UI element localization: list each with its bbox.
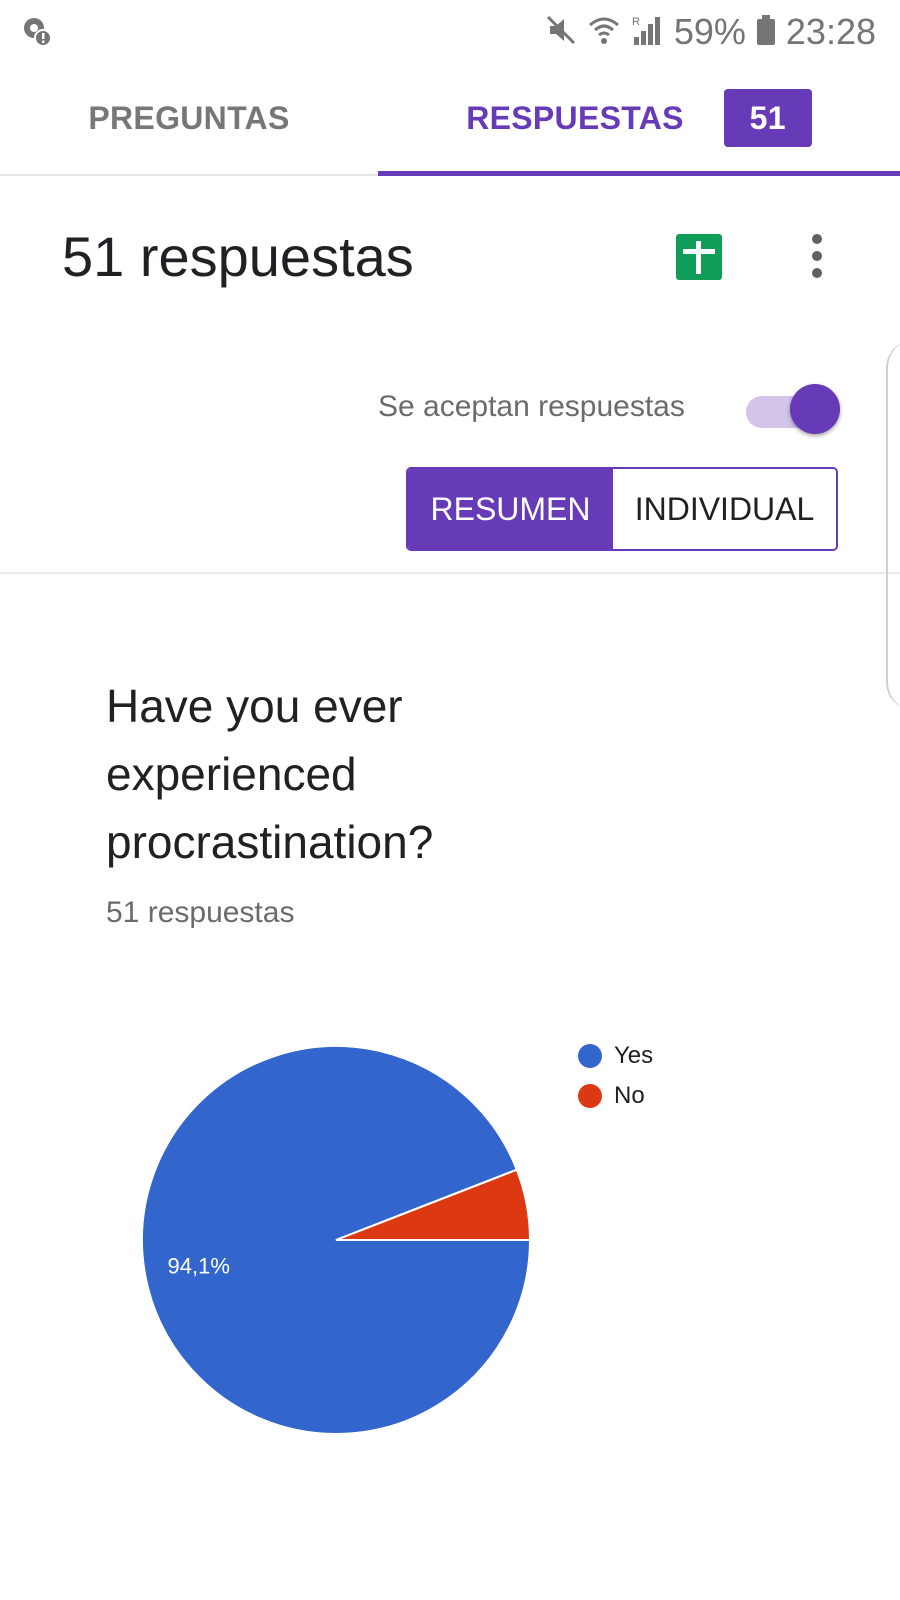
mute-icon bbox=[544, 13, 578, 52]
tab-respuestas-label: RESPUESTAS bbox=[466, 99, 684, 136]
accepting-responses-label: Se aceptan respuestas bbox=[378, 390, 685, 423]
battery-icon bbox=[756, 13, 776, 52]
svg-text:R: R bbox=[632, 16, 640, 28]
question-title: Have you ever experienced procrastinatio… bbox=[106, 680, 434, 868]
toggle-knob bbox=[790, 384, 840, 434]
tab-preguntas-label: PREGUNTAS bbox=[88, 99, 290, 136]
view-segmented-control: RESUMEN INDIVIDUAL bbox=[406, 467, 838, 551]
clock: 23:28 bbox=[785, 11, 876, 52]
chart-legend: Yes No bbox=[578, 1036, 653, 1116]
tab-respuestas[interactable]: RESPUESTAS 51 bbox=[378, 64, 900, 172]
status-bar: R 59% 23:28 bbox=[0, 0, 900, 64]
pie-label-yes: 94,1% bbox=[168, 1254, 230, 1279]
responses-title: 51 respuestas bbox=[62, 225, 414, 288]
tab-preguntas[interactable]: PREGUNTAS bbox=[0, 64, 378, 172]
active-tab-indicator bbox=[378, 171, 900, 176]
legend-item-yes: Yes bbox=[578, 1036, 653, 1076]
status-right-group: R 59% 23:28 bbox=[544, 10, 876, 54]
legend-item-no: No bbox=[578, 1076, 653, 1116]
pie-chart: 94,1% bbox=[141, 1045, 532, 1435]
summary-view-button[interactable]: RESUMEN bbox=[408, 469, 613, 549]
tab-bar: PREGUNTAS RESPUESTAS 51 bbox=[0, 64, 900, 176]
signal-icon: R bbox=[630, 13, 664, 52]
alert-location-icon bbox=[22, 16, 54, 53]
screen-edge-curve bbox=[886, 340, 900, 710]
legend-yes-label: Yes bbox=[614, 1042, 654, 1069]
individual-view-button[interactable]: INDIVIDUAL bbox=[613, 469, 836, 549]
question-response-count: 51 respuestas bbox=[106, 896, 295, 929]
pie-slice-no[interactable] bbox=[335, 1168, 532, 1241]
sheets-plus-icon[interactable] bbox=[676, 234, 722, 280]
legend-no-label: No bbox=[614, 1082, 645, 1109]
battery-percent: 59% bbox=[673, 11, 746, 52]
section-divider bbox=[0, 572, 900, 574]
accepting-responses-toggle[interactable] bbox=[746, 384, 840, 434]
wifi-icon bbox=[588, 13, 620, 52]
legend-yes-dot bbox=[578, 1044, 602, 1068]
responses-count-badge: 51 bbox=[723, 89, 812, 147]
legend-no-dot bbox=[578, 1084, 602, 1108]
more-vert-icon[interactable] bbox=[806, 232, 828, 280]
